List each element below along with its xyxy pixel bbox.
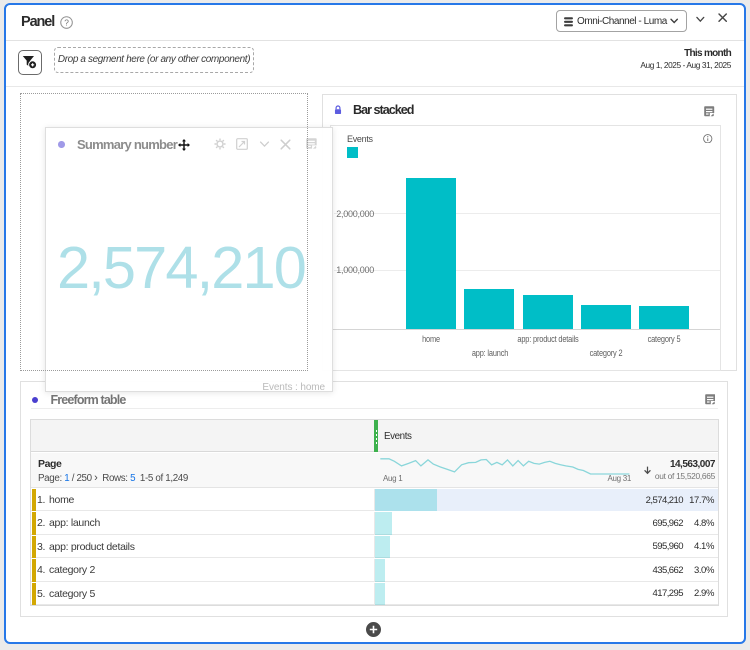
svg-text:?: ? <box>64 18 69 28</box>
